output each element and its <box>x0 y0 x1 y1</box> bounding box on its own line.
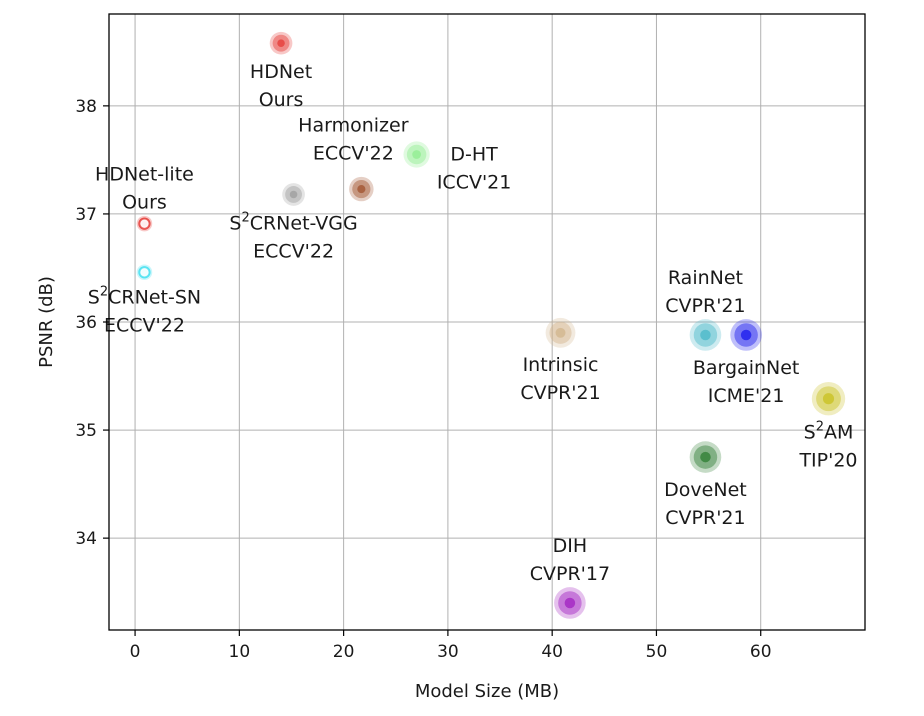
point-label: Intrinsic <box>523 354 599 376</box>
point-label: Ours <box>122 191 167 213</box>
y-tick-label: 34 <box>75 529 97 549</box>
x-axis-title: Model Size (MB) <box>415 681 559 702</box>
y-tick-label: 35 <box>75 421 97 441</box>
data-points <box>136 31 846 619</box>
point-label: ECCV'22 <box>253 240 334 262</box>
point-ring <box>138 266 151 279</box>
point-labels: HDNet Ours HDNet-lite Ours S2CRNet-SN ECCV'22… <box>88 61 858 585</box>
point-label: ECCV'22 <box>313 142 394 164</box>
x-tick-label: 30 <box>437 642 459 662</box>
x-tick-label: 60 <box>750 642 772 662</box>
x-tick-label: 20 <box>333 642 355 662</box>
data-point <box>554 587 586 619</box>
data-point <box>730 319 762 351</box>
point-label: ECCV'22 <box>104 315 185 337</box>
y-tick-label: 36 <box>75 313 97 333</box>
point-label: CVPR'17 <box>530 563 610 585</box>
y-axis-title: PSNR (dB) <box>36 276 57 368</box>
y-tick-label: 38 <box>75 97 97 117</box>
data-point <box>269 31 293 55</box>
point-core <box>700 451 711 463</box>
point-label: Harmonizer <box>298 114 409 136</box>
x-tick-label: 0 <box>130 642 141 662</box>
x-tick-label: 50 <box>646 642 668 662</box>
point-inner <box>139 218 150 229</box>
point-label: S2CRNet-SN <box>88 285 201 309</box>
x-tick-label: 10 <box>229 642 251 662</box>
point-label: CVPR'21 <box>665 295 745 317</box>
point-core <box>412 150 421 159</box>
point-label: S2CRNet-VGG <box>229 210 357 234</box>
point-ring <box>138 217 151 230</box>
point-label: D-HT <box>450 143 498 165</box>
point-label: CVPR'21 <box>665 507 745 529</box>
data-point <box>689 319 722 351</box>
point-core <box>555 327 566 338</box>
point-label: ICCV'21 <box>437 171 512 193</box>
point-label: CVPR'21 <box>520 382 600 404</box>
data-point <box>811 382 846 416</box>
data-point <box>136 215 153 232</box>
point-label: Ours <box>259 89 304 111</box>
point-core <box>700 329 711 341</box>
data-point <box>349 176 374 202</box>
axis-ticks: 0 10 20 30 40 50 60 34 35 36 37 38 <box>75 97 771 662</box>
grid <box>109 14 865 630</box>
data-point <box>282 183 305 206</box>
data-point <box>136 264 153 281</box>
point-core <box>289 190 298 199</box>
point-label: RainNet <box>668 267 743 289</box>
point-label: ICME'21 <box>708 385 785 407</box>
point-label: TIP'20 <box>798 450 857 472</box>
point-label: S2AM <box>804 420 854 444</box>
point-label: HDNet <box>250 61 312 83</box>
point-core <box>357 184 366 194</box>
data-point <box>689 441 722 473</box>
data-point <box>403 141 430 168</box>
x-tick-label: 40 <box>541 642 563 662</box>
point-inner <box>139 267 150 278</box>
point-core <box>277 39 285 47</box>
point-core <box>564 597 576 609</box>
y-tick-label: 37 <box>75 205 97 225</box>
point-label: DIH <box>553 535 588 557</box>
point-label: HDNet-lite <box>95 163 194 185</box>
point-label: BargainNet <box>693 357 800 379</box>
point-core <box>740 329 752 341</box>
point-core <box>822 393 835 405</box>
point-label: DoveNet <box>664 479 747 501</box>
data-point <box>545 317 576 348</box>
